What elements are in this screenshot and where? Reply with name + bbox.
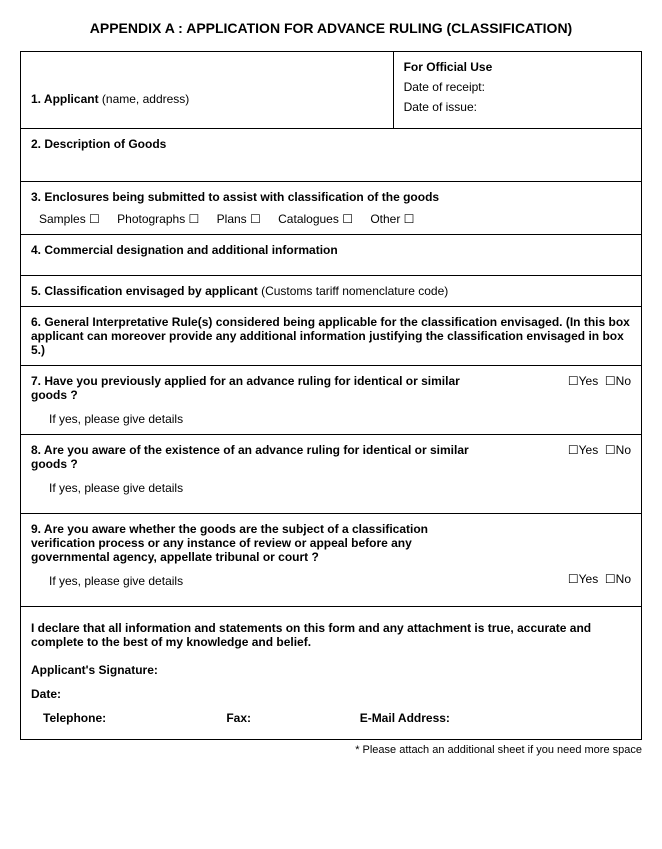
s2-label: 2. Description of Goods xyxy=(31,137,166,151)
s9-question: 9. Are you aware whether the goods are t… xyxy=(31,522,463,564)
s8-question: 8. Are you aware of the existence of an … xyxy=(31,443,499,471)
date-of-receipt: Date of receipt: xyxy=(404,80,631,94)
section-6-rules[interactable]: 6. General Interpretative Rule(s) consid… xyxy=(21,307,642,366)
section-8-aware[interactable]: 8. Are you aware of the existence of an … xyxy=(21,435,642,514)
official-use-header: For Official Use xyxy=(404,60,631,74)
section-9-verification[interactable]: 9. Are you aware whether the goods are t… xyxy=(21,514,642,607)
date-of-issue: Date of issue: xyxy=(404,100,631,114)
email-field[interactable]: E-Mail Address: xyxy=(360,711,450,725)
section-1-applicant[interactable]: 1. Applicant (name, address) xyxy=(21,52,394,129)
section-2-description[interactable]: 2. Description of Goods xyxy=(21,129,642,182)
s7-yes-checkbox[interactable]: ☐Yes xyxy=(568,374,598,388)
s5-hint: (Customs tariff nomenclature code) xyxy=(258,284,449,298)
s7-no-checkbox[interactable]: ☐No xyxy=(605,374,631,388)
section-3-enclosures: 3. Enclosures being submitted to assist … xyxy=(21,182,642,235)
section-5-classification[interactable]: 5. Classification envisaged by applicant… xyxy=(21,276,642,307)
checkbox-plans[interactable]: Plans ☐ xyxy=(217,212,261,226)
s8-yes-checkbox[interactable]: ☐Yes xyxy=(568,443,598,457)
application-form-table: 1. Applicant (name, address) For Officia… xyxy=(20,51,642,740)
checkbox-samples[interactable]: Samples ☐ xyxy=(39,212,100,226)
official-use-box: For Official Use Date of receipt: Date o… xyxy=(393,52,641,129)
checkbox-catalogues[interactable]: Catalogues ☐ xyxy=(278,212,353,226)
s9-no-checkbox[interactable]: ☐No xyxy=(605,572,631,586)
section-4-commercial[interactable]: 4. Commercial designation and additional… xyxy=(21,235,642,276)
s1-hint: (name, address) xyxy=(99,92,190,106)
s9-yes-checkbox[interactable]: ☐Yes xyxy=(568,572,598,586)
checkbox-other[interactable]: Other ☐ xyxy=(370,212,414,226)
footnote: * Please attach an additional sheet if y… xyxy=(20,744,642,756)
s4-label: 4. Commercial designation and additional… xyxy=(31,243,338,257)
s8-subtext: If yes, please give details xyxy=(31,481,631,495)
s3-label: 3. Enclosures being submitted to assist … xyxy=(31,190,631,204)
signature-line[interactable]: Applicant's Signature: xyxy=(31,663,631,677)
s1-label: 1. Applicant xyxy=(31,92,99,106)
s7-subtext: If yes, please give details xyxy=(31,412,631,426)
s8-no-checkbox[interactable]: ☐No xyxy=(605,443,631,457)
telephone-field[interactable]: Telephone: xyxy=(43,711,223,725)
declaration-text: I declare that all information and state… xyxy=(31,621,631,649)
declaration-section: I declare that all information and state… xyxy=(21,607,642,740)
checkbox-photographs[interactable]: Photographs ☐ xyxy=(117,212,199,226)
date-line[interactable]: Date: xyxy=(31,687,631,701)
s6-label: 6. General Interpretative Rule(s) consid… xyxy=(31,315,630,357)
fax-field[interactable]: Fax: xyxy=(226,711,356,725)
s9-subtext: If yes, please give details xyxy=(31,574,183,588)
form-title: APPENDIX A : APPLICATION FOR ADVANCE RUL… xyxy=(20,20,642,36)
s5-label: 5. Classification envisaged by applicant xyxy=(31,284,258,298)
s7-question: 7. Have you previously applied for an ad… xyxy=(31,374,499,402)
section-7-previous[interactable]: 7. Have you previously applied for an ad… xyxy=(21,366,642,435)
